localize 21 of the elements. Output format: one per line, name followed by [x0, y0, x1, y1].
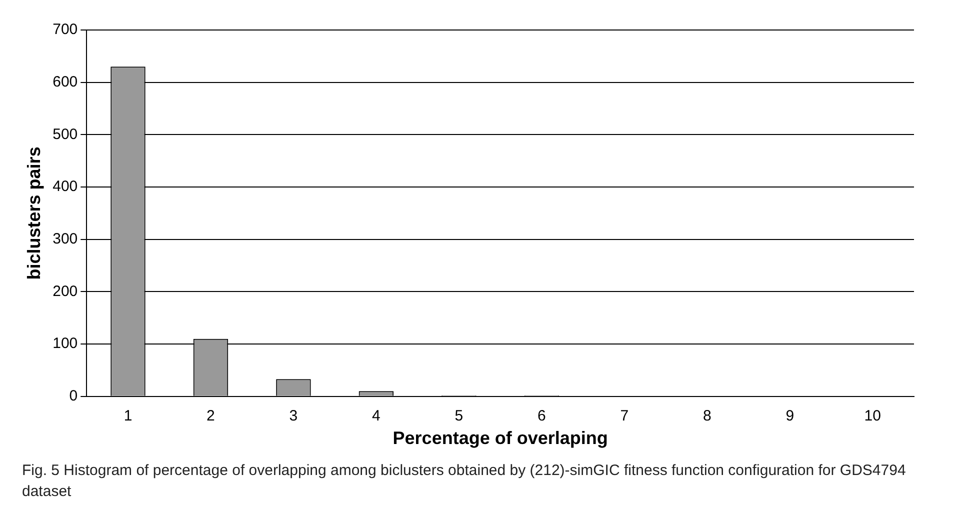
x-tick-label: 1: [124, 408, 132, 425]
y-tick-label: 0: [69, 388, 78, 405]
y-axis-title: biclusters pairs: [24, 146, 44, 280]
x-tick-label: 9: [786, 408, 794, 425]
x-tick-label: 7: [620, 408, 629, 425]
x-tick-label: 5: [454, 408, 464, 425]
y-tick-label: 600: [52, 73, 78, 90]
x-tick-label: 8: [702, 408, 712, 425]
x-axis-title: Percentage of overlaping: [392, 428, 608, 448]
y-tick-label: 700: [52, 21, 78, 38]
y-tick-label: 200: [52, 282, 78, 300]
x-tick-label: 4: [372, 408, 380, 425]
x-tick-label: 6: [538, 408, 546, 425]
y-tick-label: 100: [52, 335, 78, 352]
caption: Fig. 5 Histogram of percentage of overlapping among biclusters obtained by (212)-simGIC fitness function configuration for GDS4794 dataset: [22, 461, 907, 502]
y-tick-label: 400: [52, 178, 78, 196]
x-tick-label: 3: [289, 408, 298, 425]
y-tick-label: 300: [52, 230, 78, 248]
y-tick-label: 500: [52, 126, 78, 143]
x-tick-label: 10: [864, 408, 881, 425]
x-tick-label: 2: [206, 408, 215, 425]
